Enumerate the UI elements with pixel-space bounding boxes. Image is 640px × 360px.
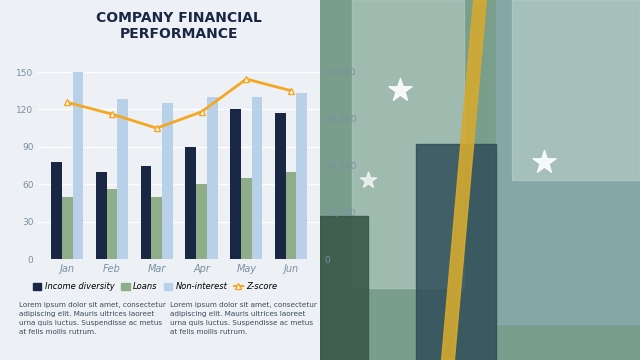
Bar [141, 166, 152, 259]
Bar [196, 184, 207, 259]
Bar [162, 103, 173, 259]
Text: Lorem ipsum dolor sit amet, consectetur
adipiscing elit. Mauris ultrices laoreet: Lorem ipsum dolor sit amet, consectetur … [19, 302, 166, 335]
Point [395, 87, 405, 93]
Bar [186, 147, 196, 259]
Bar [73, 72, 83, 259]
Bar [285, 172, 296, 259]
Bar [352, 0, 464, 288]
Bar [252, 97, 262, 259]
Legend: Income diversity, Loans, Non-interest, Z-score: Income diversity, Loans, Non-interest, Z… [30, 279, 280, 294]
Text: COMPANY FINANCIAL
PERFORMANCE: COMPANY FINANCIAL PERFORMANCE [96, 11, 262, 41]
Bar [496, 0, 640, 324]
Bar [107, 189, 117, 259]
Bar [51, 162, 62, 259]
Bar [152, 197, 162, 259]
Bar [296, 93, 307, 259]
Polygon shape [442, 0, 486, 360]
Point [363, 177, 373, 183]
Bar [96, 172, 107, 259]
Bar [241, 178, 252, 259]
Bar [320, 216, 368, 360]
Bar [512, 0, 640, 180]
Text: Lorem ipsum dolor sit amet, consectetur
adipiscing elit. Mauris ultrices laoreet: Lorem ipsum dolor sit amet, consectetur … [170, 302, 316, 335]
Bar [117, 99, 128, 259]
Bar [207, 97, 218, 259]
Bar [416, 144, 496, 360]
Bar [62, 197, 73, 259]
Bar [230, 109, 241, 259]
Bar [275, 113, 285, 259]
Point [539, 159, 549, 165]
